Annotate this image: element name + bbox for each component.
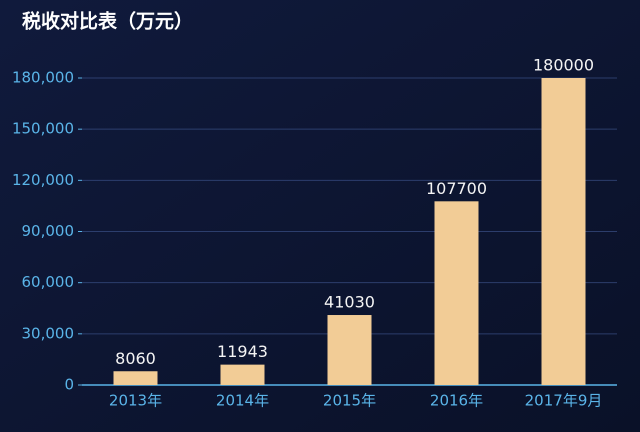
x-tick-label: 2015年: [323, 392, 376, 410]
value-label: 180000: [533, 56, 594, 75]
bar: [113, 371, 158, 385]
x-tick-label: 2013年: [109, 392, 162, 410]
y-tick-label: 150,000: [12, 120, 74, 138]
y-tick-label: 90,000: [22, 222, 75, 240]
y-tick-label: 120,000: [12, 171, 74, 189]
chart-title: 税收对比表（万元）: [22, 10, 193, 33]
y-tick-label: 0: [64, 376, 74, 394]
value-label: 107700: [426, 179, 487, 198]
y-tick-label: 180,000: [12, 69, 74, 87]
x-tick-label: 2014年: [216, 392, 269, 410]
bar: [220, 364, 265, 385]
y-tick-label: 30,000: [22, 324, 75, 342]
value-label: 11943: [217, 342, 268, 361]
x-tick-label: 2017年9月: [525, 392, 603, 410]
bar: [327, 315, 372, 385]
bar: [434, 201, 479, 385]
value-label: 41030: [324, 293, 375, 312]
x-tick-label: 2016年: [430, 392, 483, 410]
y-tick-label: 60,000: [22, 273, 75, 291]
bar: [541, 78, 586, 385]
value-label: 8060: [115, 349, 156, 368]
